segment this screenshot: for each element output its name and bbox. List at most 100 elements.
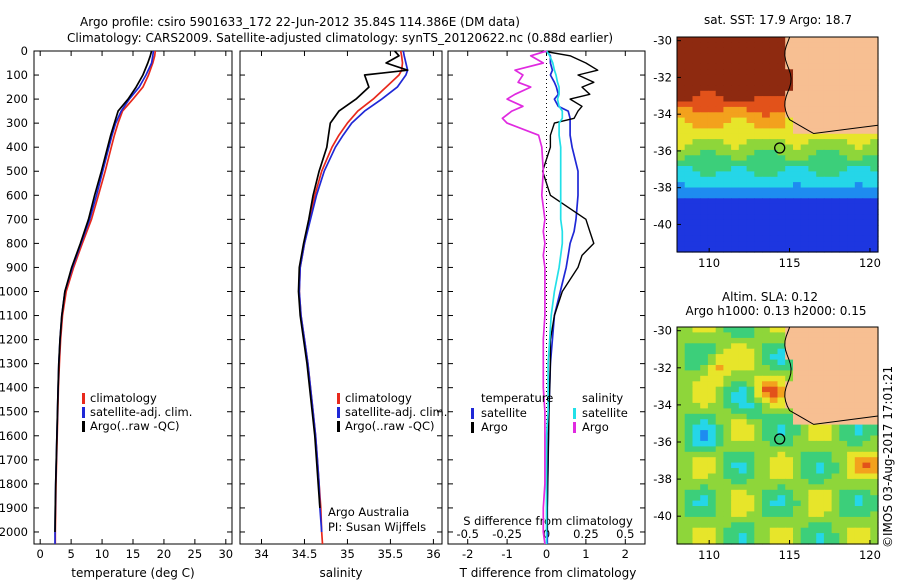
map-cell [800,348,809,355]
y-tick-label: -30 [653,324,672,338]
map-cell [816,235,825,242]
map-cell [793,359,802,366]
map-cell [731,144,740,151]
map-cell [854,343,864,350]
map-cell [800,106,809,113]
map-cell [785,365,794,371]
map-cell [847,332,856,339]
map-cell [793,209,802,215]
map-cell [692,468,701,474]
map-cell [684,117,693,124]
map-cell [700,74,709,81]
map-cell [754,187,763,194]
s-tick-label: -0.25 [492,527,522,541]
map-cell [854,230,864,237]
map-cell [823,533,833,540]
map-cell [677,327,686,333]
map-cell [854,332,864,339]
series-line [541,50,599,532]
map-cell [808,187,817,194]
map-cell [823,203,833,210]
map-cell [808,241,817,248]
map-cell [862,473,871,480]
map-cell [793,133,802,140]
map-cell [777,500,786,507]
map-cell [723,219,732,226]
map-cell [746,106,755,113]
map-cell [677,451,686,458]
map-cell [715,246,724,253]
map-cell [777,506,786,512]
map-cell [862,214,871,221]
map-cell [692,511,701,518]
map-cell [754,430,763,437]
map-cell [677,462,686,469]
map-cell [731,381,740,388]
map-cell [785,489,794,496]
map-cell [839,354,848,361]
map-cell [831,516,840,523]
map-cell [839,424,848,431]
map-cell [839,90,848,97]
x-tick-label: 36 [426,547,441,561]
map-cell [831,365,840,371]
map-cell [816,365,825,371]
map-cell [677,468,686,474]
map-cell [847,123,856,129]
map-cell [746,182,755,189]
map-cell [731,176,740,183]
map-cell [793,47,802,54]
map-cell [777,246,786,253]
map-cell [816,440,825,447]
map-cell [692,435,701,442]
map-cell [785,402,794,409]
map-cell [854,214,864,221]
map-cell [762,63,771,70]
map-cell [816,117,825,124]
map-cell [677,246,686,253]
map-cell [839,419,848,426]
map-cell [707,359,717,366]
map-cell [715,90,724,97]
s-tick-label: 0.25 [573,527,599,541]
map-cell [684,397,693,404]
map-cell [870,430,879,437]
map-cell [700,495,709,502]
map-cell [839,440,848,447]
map-cell [785,386,794,393]
map-cell [746,235,755,242]
map-cell [731,74,740,81]
map-cell [754,230,763,237]
map-cell [746,365,755,371]
map-cell [862,192,871,199]
map-cell [723,176,732,183]
legend-marker [82,407,85,418]
map-cell [723,85,732,92]
map-cell [793,139,802,146]
map-cell [831,187,840,194]
map-cell [793,166,802,172]
map-cell [754,473,763,480]
map-cell [816,246,825,253]
map-cell [847,230,856,237]
map-cell [823,149,833,156]
map-cell [731,117,740,124]
map-cell [854,402,864,409]
map-cell [715,516,724,523]
map-cell [684,187,693,194]
map-cell [715,139,724,146]
map-cell [839,538,848,545]
map-cell [684,214,693,221]
map-cell [793,123,802,129]
map-cell [715,182,724,189]
map-cell [793,430,802,437]
y-tick-label: 1400 [0,381,28,395]
map-cell [808,198,817,205]
map-cell [870,327,879,333]
map-cell [692,332,701,339]
map-cell [870,139,879,146]
map-cell [700,348,709,355]
map-cell [800,435,809,442]
map-cell [746,187,755,194]
map-cell [769,484,779,491]
